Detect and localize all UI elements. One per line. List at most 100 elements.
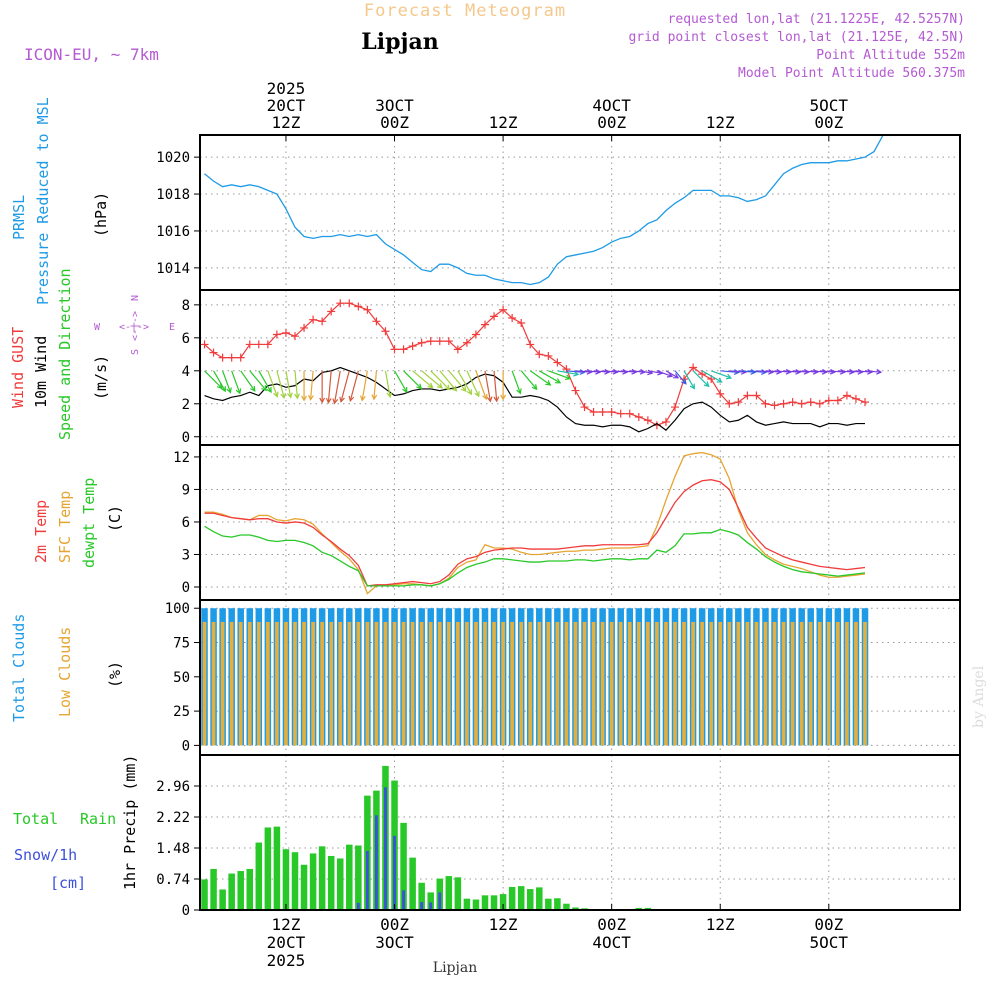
cloud-low-label: Low Clouds	[56, 627, 74, 717]
gust-marker	[734, 398, 743, 407]
temp-dewpt-label: dewpt Temp	[80, 478, 98, 568]
wind-arrow	[384, 370, 393, 399]
top-time-label: 12Z	[706, 113, 735, 132]
rain-bar	[409, 857, 416, 910]
wind-arrow	[475, 370, 488, 401]
wind-arrow-shaft	[249, 370, 267, 391]
wind-arrow-shaft	[584, 370, 601, 373]
pressure-unit: (hPa)	[92, 192, 110, 237]
temp-sfc-label: SFC Temp	[56, 491, 74, 563]
gust-marker	[616, 409, 625, 418]
low-cloud-bar	[356, 621, 361, 746]
gust-marker	[444, 337, 453, 346]
compass-ns-arrows: <-|->	[130, 311, 141, 341]
wind-arrow-head	[266, 387, 272, 394]
low-cloud-bar	[474, 621, 478, 746]
gust-marker	[372, 317, 381, 326]
model-altitude: Model Point Altitude 560.375m	[738, 66, 965, 81]
gust-marker	[453, 345, 462, 354]
rain-bar	[536, 887, 543, 910]
wind-arrow-shaft	[222, 370, 232, 393]
low-cloud-bar	[320, 621, 324, 746]
low-cloud-bar	[709, 621, 714, 746]
wind-arrow	[692, 370, 710, 388]
wind-arrow	[222, 370, 232, 394]
gust-marker	[490, 312, 499, 321]
low-cloud-bar	[600, 621, 605, 746]
grid-layer	[200, 135, 960, 911]
y-tick-label: 0	[182, 430, 190, 446]
top-title: Forecast Meteogram	[364, 1, 566, 21]
gust-marker	[345, 299, 354, 308]
wind-arrow-head	[500, 394, 507, 401]
gust-marker	[833, 396, 842, 405]
wind-arrow-head	[360, 395, 366, 402]
rain-bar	[517, 886, 525, 910]
marks-layer	[200, 134, 884, 910]
wind-arrow	[801, 368, 819, 375]
low-cloud-bar	[573, 621, 578, 746]
wind-arrow-head	[740, 368, 747, 375]
wind-arrow	[593, 368, 611, 375]
wind-arrow	[448, 370, 467, 393]
low-cloud-bar	[845, 621, 849, 746]
y-tick-label: 12	[173, 450, 190, 466]
wind-arrow-head	[250, 385, 256, 392]
gust-marker	[281, 328, 290, 337]
wind-arrow	[810, 368, 828, 375]
low-cloud-bar	[202, 621, 207, 746]
rain-bar	[644, 907, 652, 910]
wind-arrow-head	[287, 392, 293, 399]
compass-n: N	[130, 295, 141, 301]
low-cloud-bar	[256, 621, 261, 746]
gridpoint-coords: grid point closest lon,lat (21.125E, 42.…	[628, 30, 965, 45]
gust-marker	[209, 348, 218, 357]
wind-arrow	[457, 370, 472, 396]
wind-arrow-shaft	[466, 370, 480, 397]
bottom-time-label: 00Z	[597, 915, 626, 934]
wind-arrow	[665, 370, 680, 379]
low-cloud-bar	[492, 621, 496, 746]
wind-arrow-head	[586, 368, 593, 375]
low-cloud-bar	[736, 621, 741, 746]
top-time-label: 4OCT	[592, 96, 631, 115]
low-cloud-bar	[302, 621, 306, 746]
wind-arrow-shaft	[333, 370, 341, 404]
wind-10m-line	[204, 366, 865, 433]
rain-bar	[563, 903, 570, 910]
model-label: ICON-EU, ~ 7km	[24, 45, 159, 64]
wind-arrow	[602, 368, 619, 375]
wind-arrow	[348, 370, 359, 402]
wind-arrow-head	[220, 386, 226, 393]
low-cloud-bar	[826, 621, 831, 746]
wind-arrow-shaft	[801, 370, 818, 373]
snow-bar	[374, 815, 378, 910]
rain-bar	[264, 827, 272, 910]
low-cloud-bar	[609, 621, 614, 746]
wind-arrow-head	[666, 372, 674, 378]
low-cloud-bar	[808, 621, 813, 746]
gust-marker	[535, 350, 544, 359]
wind-arrow	[439, 370, 458, 392]
wind-arrow-shaft	[575, 370, 592, 373]
top-time-label: 5OCT	[810, 96, 849, 115]
low-cloud-bar	[275, 621, 279, 746]
top-time-label: 12Z	[489, 113, 518, 132]
wind-arrow-head	[531, 384, 538, 391]
wind-arrow-shaft	[204, 370, 223, 389]
rain-bar	[246, 868, 254, 910]
wind-arrow-shaft	[665, 370, 679, 379]
bottom-time-label: 4OCT	[592, 933, 631, 952]
wind-arrow-shaft	[602, 370, 618, 373]
gust-marker	[236, 353, 245, 362]
wind-arrow	[566, 369, 586, 375]
y-tick-label: 0	[182, 738, 190, 754]
wind-arrow-shaft	[240, 370, 256, 392]
wind-arrow-head	[493, 396, 500, 403]
dewpoint-line	[204, 525, 866, 587]
wind-arrow	[403, 370, 423, 390]
gust-marker	[399, 345, 408, 354]
low-cloud-bar	[419, 621, 424, 746]
low-cloud-bar	[591, 621, 596, 746]
